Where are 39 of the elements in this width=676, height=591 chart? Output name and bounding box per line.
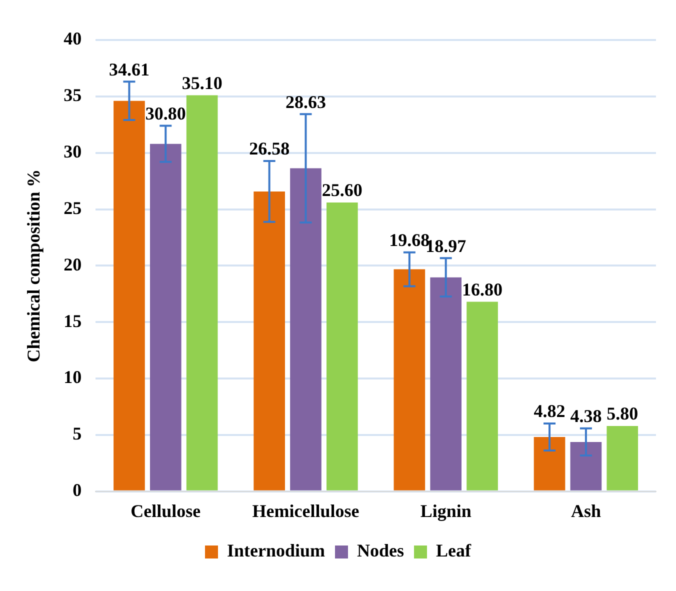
data-label: 5.80 — [606, 404, 638, 424]
bar — [254, 191, 285, 490]
y-tick-label: 0 — [72, 480, 82, 500]
bar — [570, 442, 602, 490]
data-label: 35.10 — [182, 72, 222, 93]
bar — [186, 95, 218, 490]
data-label: 28.63 — [286, 92, 326, 112]
bar — [394, 269, 426, 490]
data-label: 25.60 — [322, 180, 362, 200]
x-tick-label: Lignin — [420, 500, 472, 521]
bar — [326, 202, 358, 490]
legend-label: Nodes — [357, 540, 404, 561]
y-tick-label: 35 — [64, 85, 82, 106]
bar — [534, 437, 566, 490]
bar — [430, 277, 462, 490]
data-label: 4.82 — [534, 401, 566, 422]
y-tick-label: 10 — [64, 367, 82, 388]
data-label: 16.80 — [462, 279, 503, 300]
y-tick-label: 25 — [64, 198, 82, 218]
y-tick-label: 30 — [64, 142, 82, 162]
y-tick-label: 20 — [64, 254, 82, 274]
data-label: 26.58 — [249, 138, 290, 159]
legend-label: Internodium — [226, 540, 326, 561]
y-tick-label: 5 — [72, 424, 82, 444]
y-tick-label: 15 — [64, 310, 82, 331]
bar — [606, 426, 638, 490]
x-tick-label: Ash — [570, 500, 601, 521]
legend-label: Leaf — [436, 540, 472, 561]
data-label: 30.80 — [145, 103, 186, 124]
x-tick-label: Cellulose — [130, 500, 201, 521]
bar — [466, 302, 498, 490]
data-label: 4.38 — [570, 406, 602, 426]
x-tick-label: Hemicellulose — [252, 500, 360, 521]
bar — [290, 168, 322, 490]
bar — [150, 144, 182, 490]
y-axis-title: Chemical composition % — [23, 169, 44, 362]
y-tick-label: 40 — [64, 28, 82, 49]
data-label: 34.61 — [108, 59, 150, 80]
bar — [114, 100, 145, 490]
